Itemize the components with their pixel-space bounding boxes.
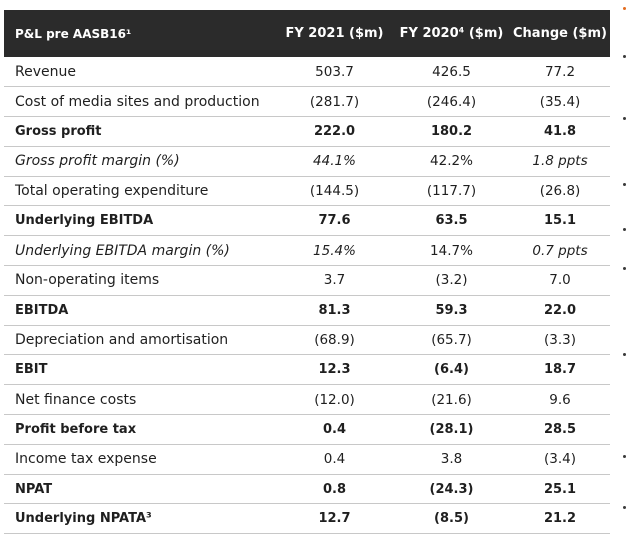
row-label: Total operating expenditure bbox=[15, 183, 209, 200]
cell-fy2021: (12.0) bbox=[314, 391, 355, 408]
table-row: Underlying EBITDA margin (%) 15.4% 14.7% 0.… bbox=[4, 236, 610, 266]
cell-change: (3.4) bbox=[543, 451, 576, 468]
table-row: Cost of media sites and production (281.7… bbox=[4, 87, 610, 117]
header-fy2020: FY 2020⁴ ($m) bbox=[399, 26, 504, 41]
cell-fy2021: 0.4 bbox=[323, 451, 346, 468]
cell-fy2020: 42.2% bbox=[430, 153, 473, 170]
bullet-marker-icon bbox=[623, 117, 626, 120]
cell-fy2020: (21.6) bbox=[431, 391, 472, 408]
row-label: Gross profit margin (%) bbox=[15, 153, 180, 170]
row-label: Underlying EBITDA bbox=[15, 213, 154, 229]
row-label: Underlying NPATA³ bbox=[15, 511, 152, 527]
row-label: Revenue bbox=[15, 63, 76, 80]
cell-change: 77.2 bbox=[544, 63, 576, 80]
cell-fy2021: 0.4 bbox=[322, 421, 347, 437]
cell-change: 18.7 bbox=[543, 362, 577, 378]
cell-change: 28.5 bbox=[543, 421, 577, 437]
cell-change: 1.8 ppts bbox=[532, 153, 588, 170]
cell-fy2021: (144.5) bbox=[309, 183, 360, 200]
table-row: Total operating expenditure (144.5) (117.7… bbox=[4, 176, 610, 206]
table-row: Non-operating items 3.7 (3.2) 7.0 bbox=[4, 266, 610, 296]
cell-fy2020: (117.7) bbox=[426, 183, 477, 200]
cell-fy2020: 3.8 bbox=[440, 451, 463, 468]
row-label: Depreciation and amortisation bbox=[15, 332, 229, 349]
side-bullet-column bbox=[621, 0, 630, 536]
cell-fy2020: (24.3) bbox=[429, 481, 474, 497]
cell-change: (35.4) bbox=[539, 93, 581, 110]
table-row: Underlying NPATA³ 12.7 (8.5) 21.2 bbox=[4, 504, 610, 534]
cell-fy2021: 12.7 bbox=[318, 511, 351, 527]
row-label: EBIT bbox=[15, 362, 48, 378]
cell-fy2020: (3.2) bbox=[435, 272, 468, 289]
cell-fy2020: (28.1) bbox=[429, 421, 474, 437]
table-row: Gross profit 222.0 180.2 41.8 bbox=[4, 117, 610, 147]
pl-table: P&L pre AASB16¹ FY 2021 ($m) FY 2020⁴ ($… bbox=[4, 10, 610, 534]
row-label: EBITDA bbox=[15, 302, 69, 318]
cell-fy2020: 63.5 bbox=[435, 213, 468, 229]
pl-table-body: Revenue 503.7 426.5 77.2 Cost of media sites… bbox=[4, 57, 610, 534]
bullet-marker-icon bbox=[623, 506, 626, 509]
cell-fy2021: 222.0 bbox=[313, 123, 356, 139]
header-row: P&L pre AASB16¹ FY 2021 ($m) FY 2020⁴ ($… bbox=[4, 10, 610, 57]
cell-fy2020: 59.3 bbox=[435, 302, 468, 318]
cell-fy2021: 12.3 bbox=[318, 362, 351, 378]
header-label: P&L pre AASB16¹ bbox=[15, 26, 132, 41]
pl-table-header: P&L pre AASB16¹ FY 2021 ($m) FY 2020⁴ ($… bbox=[4, 10, 610, 57]
table-row: Revenue 503.7 426.5 77.2 bbox=[4, 57, 610, 87]
cell-change: 21.2 bbox=[543, 511, 577, 527]
bullet-marker-icon bbox=[623, 7, 626, 10]
cell-change: (3.3) bbox=[543, 332, 576, 349]
cell-change: 7.0 bbox=[549, 272, 571, 289]
cell-fy2020: 426.5 bbox=[432, 63, 471, 80]
bullet-marker-icon bbox=[623, 353, 626, 356]
table-row: EBIT 12.3 (6.4) 18.7 bbox=[4, 355, 610, 385]
row-label: Income tax expense bbox=[15, 451, 157, 468]
cell-fy2021: (68.9) bbox=[314, 332, 355, 349]
cell-fy2021: 15.4% bbox=[313, 242, 356, 259]
pl-table-container: P&L pre AASB16¹ FY 2021 ($m) FY 2020⁴ ($… bbox=[4, 10, 610, 534]
cell-change: 22.0 bbox=[543, 302, 577, 318]
cell-fy2020: 180.2 bbox=[430, 123, 473, 139]
row-label: Net finance costs bbox=[15, 391, 137, 408]
table-row: EBITDA 81.3 59.3 22.0 bbox=[4, 295, 610, 326]
table-row: Profit before tax 0.4 (28.1) 28.5 bbox=[4, 415, 610, 445]
cell-fy2021: 0.8 bbox=[322, 481, 347, 497]
cell-change: 41.8 bbox=[543, 123, 577, 139]
header-change: Change ($m) bbox=[513, 26, 607, 41]
row-label: Gross profit bbox=[15, 123, 102, 139]
bullet-marker-icon bbox=[623, 183, 626, 186]
table-row: NPAT 0.8 (24.3) 25.1 bbox=[4, 474, 610, 504]
row-label: NPAT bbox=[15, 481, 53, 497]
table-row: Income tax expense 0.4 3.8 (3.4) bbox=[4, 444, 610, 475]
cell-change: 0.7 ppts bbox=[532, 242, 588, 259]
cell-fy2021: 77.6 bbox=[318, 213, 351, 229]
bullet-marker-icon bbox=[623, 228, 626, 231]
cell-change: 9.6 bbox=[549, 391, 571, 408]
row-label: Cost of media sites and production bbox=[15, 93, 260, 110]
cell-fy2021: 44.1% bbox=[313, 153, 356, 170]
cell-fy2020: (8.5) bbox=[434, 511, 469, 527]
cell-fy2021: (281.7) bbox=[309, 93, 360, 110]
cell-change: 25.1 bbox=[543, 481, 577, 497]
bullet-marker-icon bbox=[623, 455, 626, 458]
table-row: Gross profit margin (%) 44.1% 42.2% 1.8 ppt… bbox=[4, 146, 610, 177]
row-label: Underlying EBITDA margin (%) bbox=[15, 242, 230, 259]
table-row: Underlying EBITDA 77.6 63.5 15.1 bbox=[4, 206, 610, 236]
cell-change: 15.1 bbox=[543, 213, 577, 229]
bullet-marker-icon bbox=[623, 55, 626, 58]
cell-change: (26.8) bbox=[539, 183, 581, 200]
row-label: Profit before tax bbox=[15, 421, 137, 437]
row-label: Non-operating items bbox=[15, 272, 160, 289]
header-fy2021: FY 2021 ($m) bbox=[285, 26, 384, 41]
cell-fy2020: (65.7) bbox=[431, 332, 472, 349]
bullet-marker-icon bbox=[623, 267, 626, 270]
cell-fy2020: 14.7% bbox=[430, 242, 473, 259]
cell-fy2020: (6.4) bbox=[434, 362, 469, 378]
table-row: Depreciation and amortisation (68.9) (65.7… bbox=[4, 325, 610, 355]
cell-fy2020: (246.4) bbox=[426, 93, 477, 110]
table-row: Net finance costs (12.0) (21.6) 9.6 bbox=[4, 385, 610, 415]
cell-fy2021: 3.7 bbox=[323, 272, 346, 289]
cell-fy2021: 81.3 bbox=[318, 302, 351, 318]
cell-fy2021: 503.7 bbox=[315, 63, 354, 80]
